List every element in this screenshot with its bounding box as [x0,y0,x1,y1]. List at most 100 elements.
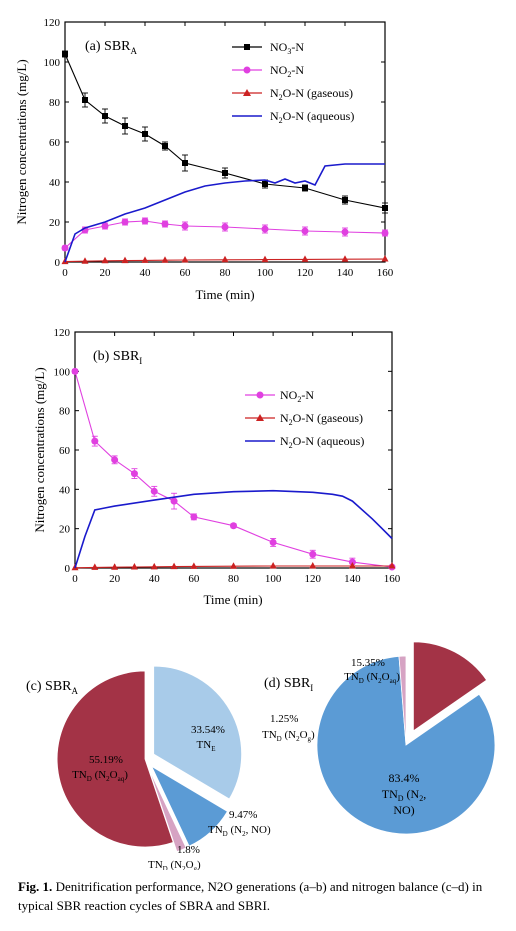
data-point-triangle [301,255,309,262]
data-point-triangle [91,563,99,570]
data-point-triangle [170,562,178,570]
pie-slice-tnd-n2oaq [56,670,174,848]
x-tick-label: 40 [140,267,152,279]
series-line-no2-n [74,371,393,568]
data-point-triangle [221,255,229,263]
data-point-circle [381,229,389,237]
y-tick-label: 100 [54,366,71,378]
data-point-circle [111,456,119,464]
slice-value-label: 55.19% [89,754,123,766]
slice-category-label: TND (N2Oaq) [72,769,128,783]
x-tick-label: 60 [180,267,192,279]
series-line-no3-n [64,53,386,209]
pie-slice-tnd-n2og [398,655,407,746]
slice-category-label: TND (N2Og) [148,859,201,870]
y-tick-label: 0 [55,257,61,269]
slice-category-label: TNE [197,739,216,753]
data-point-square [122,123,128,129]
data-point-triangle [190,562,198,569]
legend-triangle-marker [256,414,264,421]
x-tick-label: 0 [72,573,78,585]
data-point-circle [101,222,109,230]
pie-slice-tne [153,665,243,800]
x-tick-label: 0 [62,267,68,279]
panel-a-x-axis-title: Time (min) [195,287,254,302]
data-point-triangle [130,563,138,570]
legend-item-no2: NO2-N [232,63,304,79]
x-tick-label: 60 [188,573,200,585]
data-point-square [302,185,308,191]
panel-b-y-axis-title: Nitrogen concentrations (mg/L) [32,367,47,532]
panel-c-pie-chart: (c) SBRA 55.19% TND (N2Oaq) 33.54% TNE 9… [26,665,271,870]
data-point-circle [181,222,189,230]
data-point-circle [91,437,99,445]
legend-circle-marker [256,391,264,399]
legend-item-no2: NO2-N [245,388,314,404]
data-point-square [162,143,168,149]
panel-a-series [61,50,389,265]
x-tick-label: 140 [344,573,361,585]
data-point-triangle [111,563,119,570]
data-point-circle [161,220,169,228]
panel-a-y-axis-title: Nitrogen concentrations (mg/L) [14,59,29,224]
legend-label: N2O-N (gaseous) [270,86,353,102]
figure: 0 20 40 60 80 100 120 140 160 0 20 40 60 80 100 120 Ti… [14,17,496,870]
slice-category-label: NO) [393,803,414,817]
panel-b-x-ticks: 0 20 40 60 80 100 120 140 160 [72,332,401,585]
legend-triangle-marker [243,89,251,96]
panel-b-label: (b) SBRI [93,349,142,366]
data-point-triangle [348,562,356,569]
panel-a-legend: NO3-N NO2-N N2O-N (gaseous) N2O-N (aqueo… [232,40,354,125]
panel-c-slices [56,665,243,853]
legend-circle-marker [243,66,251,74]
data-point-triangle [121,256,129,264]
legend-item-n2o-gaseous: N2O-N (gaseous) [245,411,363,427]
series-line-n2o-n-gaseous [74,565,392,569]
data-point-circle [130,470,138,478]
series-line-n2o-n-aqueous [74,489,393,569]
data-point-triangle [161,256,169,263]
data-point-circle [230,522,237,530]
data-point-square [222,170,228,176]
data-point-circle [309,550,317,558]
data-point-triangle [230,562,237,569]
figure-caption: Fig. 1. Denitrification performance, N2O… [18,877,498,915]
x-tick-label: 80 [220,267,232,279]
data-point-circle [341,228,349,236]
panel-a-line-chart: 0 20 40 60 80 100 120 140 160 0 20 40 60 80 100 120 Ti… [14,17,394,302]
series-line-n2o-n-aqueous [64,163,385,263]
pie-slice-tnd-n2-no [316,655,496,835]
data-point-circle [170,497,178,505]
legend-item-no3: NO3-N [232,40,304,56]
slice-category-label: TND (N2, NO) [208,824,271,838]
x-tick-label: 160 [377,267,394,279]
y-tick-label: 0 [65,563,71,575]
legend-square-marker [244,44,250,50]
data-point-triangle [269,562,277,569]
panel-d-slice-labels: 15.35% TND (N2Oaq) 1.25% TND (N2Og) 83.4… [262,657,426,817]
panel-b-legend: NO2-N N2O-N (gaseous) N2O-N (aqueous) [245,388,364,450]
data-point-circle [121,218,129,226]
panel-d-slices [316,641,496,835]
y-tick-label: 80 [59,406,71,418]
slice-value-label: 83.4% [389,771,420,785]
data-point-square [62,51,68,57]
y-tick-label: 60 [59,445,71,457]
data-point-circle [269,538,277,546]
x-tick-label: 20 [100,267,112,279]
y-tick-label: 40 [49,177,61,189]
y-tick-label: 20 [49,217,61,229]
pie-slice-tnd-n2og [148,768,187,853]
panel-b-y-ticks: 0 20 40 60 80 100 120 [54,327,392,575]
data-point-triangle [261,255,269,263]
legend-label: N2O-N (aqueous) [280,434,364,450]
legend-item-n2o-aqueous: N2O-N (aqueous) [245,434,364,450]
panel-b-line-chart: 0 20 40 60 80 100 120 140 160 0 20 40 60 80 100 120 Ti… [32,327,401,607]
x-tick-label: 120 [297,267,314,279]
y-tick-label: 20 [59,524,71,536]
panel-a-y-ticks: 0 20 40 60 80 100 120 [44,17,385,269]
slice-value-label: 1.25% [270,713,298,725]
slice-category-label: TND (N2Og) [262,729,315,743]
legend-label: NO3-N [270,40,304,56]
data-point-circle [71,367,79,375]
